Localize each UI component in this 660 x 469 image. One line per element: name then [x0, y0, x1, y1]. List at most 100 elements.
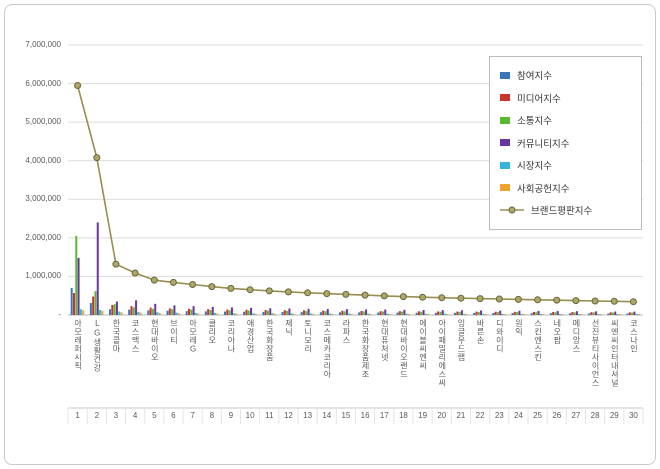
category-label: 코스맥스 — [131, 319, 141, 353]
bar-series3-cat10 — [250, 307, 253, 315]
legend-swatch-icon — [500, 139, 510, 147]
line-marker-17 — [380, 292, 388, 300]
bar-series0-cat30 — [626, 313, 629, 315]
rank-label: 15 — [341, 411, 351, 420]
bar-series0-cat13 — [300, 312, 303, 315]
bar-series4-cat16 — [367, 313, 370, 315]
category-label: 원익 — [514, 319, 524, 336]
category-label: 잉글우드랩 — [456, 319, 466, 362]
bar-series5-cat10 — [254, 313, 257, 315]
rank-label: 6 — [171, 411, 176, 420]
y-axis-labels: - 1,000,000 2,000,000 3,000,000 4,000,000 5,0… — [0, 0, 63, 469]
rank-label: 5 — [152, 411, 157, 420]
rank-label: 18 — [398, 411, 408, 420]
legend-item: 사회공헌지수 — [500, 177, 631, 200]
bar-series0-cat17 — [377, 312, 380, 315]
bar-series3-cat3 — [115, 301, 118, 315]
bar-series0-cat2 — [89, 303, 92, 315]
bar-series1-cat9 — [226, 309, 229, 315]
rank-label: 11 — [265, 411, 274, 420]
bar-series5-cat28 — [599, 314, 602, 315]
bar-series5-cat13 — [312, 313, 315, 315]
bar-series2-cat13 — [305, 311, 308, 315]
bar-series1-cat18 — [398, 311, 401, 315]
legend-line-marker-icon — [500, 206, 524, 214]
bar-series2-cat23 — [496, 312, 499, 315]
rank-label: 16 — [360, 411, 370, 420]
line-marker-4 — [131, 269, 139, 277]
bar-series1-cat4 — [130, 306, 133, 315]
line-marker-5 — [150, 276, 158, 284]
category-label: 브이티 — [169, 319, 179, 345]
line-marker-8 — [208, 283, 216, 291]
bar-series5-cat29 — [618, 314, 621, 315]
bar-series5-cat15 — [350, 313, 353, 315]
line-marker-15 — [342, 290, 350, 298]
bar-series4-cat19 — [424, 313, 427, 315]
category-label: LG생활건강 — [92, 319, 102, 372]
line-marker-13 — [304, 289, 312, 297]
rank-label: 25 — [533, 411, 543, 420]
bar-series2-cat27 — [573, 312, 576, 315]
bar-series2-cat8 — [209, 309, 212, 315]
bar-series3-cat16 — [365, 309, 368, 315]
rank-label: 26 — [552, 411, 562, 420]
bar-series4-cat4 — [137, 311, 140, 315]
bar-series3-cat25 — [537, 310, 540, 315]
bar-series3-cat18 — [403, 309, 406, 315]
line-marker-10 — [246, 286, 254, 294]
y-tick-label: 3,000,000 — [25, 194, 61, 204]
bar-series0-cat29 — [607, 313, 610, 315]
bar-series4-cat7 — [194, 312, 197, 315]
bar-series1-cat12 — [283, 310, 286, 315]
bar-series0-cat20 — [434, 312, 437, 315]
bar-series2-cat2 — [94, 291, 97, 315]
line-marker-27 — [572, 297, 580, 305]
bar-series4-cat5 — [156, 312, 159, 315]
bar-series0-cat22 — [473, 312, 476, 315]
bar-series3-cat29 — [614, 311, 617, 315]
rank-label: 8 — [209, 411, 215, 420]
bar-series5-cat21 — [465, 314, 468, 315]
bar-series1-cat1 — [72, 293, 75, 315]
bar-series1-cat13 — [302, 310, 305, 315]
rank-label: 3 — [113, 411, 119, 420]
bar-series0-cat14 — [319, 312, 322, 315]
bar-series1-cat24 — [513, 311, 516, 315]
bar-series5-cat5 — [158, 313, 161, 315]
bar-series4-cat21 — [463, 313, 466, 315]
bar-series0-cat15 — [339, 312, 342, 315]
y-tick-label: 5,000,000 — [25, 117, 61, 127]
bar-series3-cat30 — [633, 311, 636, 315]
line-marker-30 — [629, 298, 637, 306]
bar-series5-cat11 — [273, 313, 276, 315]
bar-series4-cat15 — [348, 313, 351, 315]
bar-series2-cat19 — [420, 311, 423, 315]
bar-series0-cat3 — [109, 309, 112, 315]
bar-series4-cat24 — [520, 313, 523, 315]
category-label: 한국콜마 — [111, 319, 121, 353]
category-label: 스킨엔스킨 — [533, 319, 543, 362]
category-label: 아이패밀리에스씨 — [437, 319, 447, 387]
bar-series0-cat21 — [454, 312, 457, 315]
legend-label: 브랜드평판지수 — [531, 206, 593, 218]
bar-series3-cat21 — [460, 310, 463, 315]
bar-series5-cat22 — [484, 314, 487, 315]
line-marker-22 — [476, 295, 484, 303]
bar-series4-cat13 — [309, 313, 312, 315]
category-label: 현대바이오 — [150, 319, 160, 362]
bar-series0-cat28 — [588, 313, 591, 315]
rank-label: 19 — [418, 411, 428, 420]
bar-series2-cat3 — [113, 304, 116, 315]
bar-series5-cat3 — [120, 312, 123, 315]
bar-series2-cat15 — [343, 311, 346, 315]
bar-series5-cat12 — [293, 313, 296, 315]
bar-series0-cat1 — [70, 288, 73, 315]
bar-series4-cat6 — [175, 312, 178, 315]
bar-series4-cat14 — [329, 313, 332, 315]
bar-series5-cat14 — [331, 313, 334, 315]
bar-series1-cat16 — [360, 310, 363, 315]
legend-label: 사회공헌지수 — [517, 183, 570, 195]
